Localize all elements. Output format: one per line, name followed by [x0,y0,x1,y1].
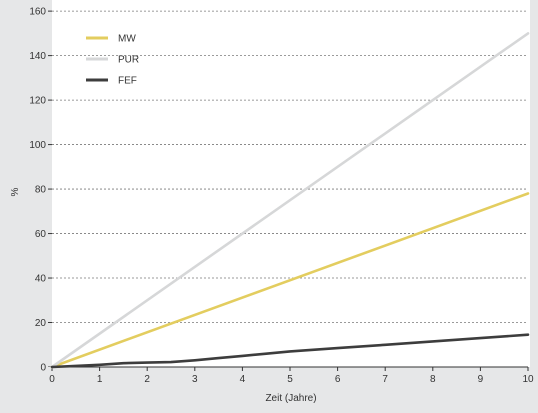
x-tick-label: 3 [192,374,198,385]
series-line-fef [50,333,530,369]
legend-label-fef: FEF [118,76,137,87]
y-tick-label: 20 [35,318,47,329]
x-axis-band [0,367,538,413]
series-lines [50,32,530,369]
x-tick-label: 7 [382,374,388,385]
x-tick-label: 8 [430,374,436,385]
x-tick-label: 5 [287,374,293,385]
x-tick-label: 9 [478,374,484,385]
tick-labels: 0 20 40 60 80 100 120 140 160 0 1 2 3 4 5 6 7 8 9 10 [29,7,534,385]
x-tick-label: 6 [335,374,341,385]
y-axis-title: % [10,187,21,196]
y-tick-label: 140 [29,51,46,62]
legend-label-mw: MW [118,34,136,45]
y-tick-label: 40 [35,274,47,285]
x-tick-label: 0 [49,374,55,385]
y-tick-label: 80 [35,185,47,196]
y-tick-label: 100 [29,140,46,151]
x-tick-label: 2 [144,374,150,385]
legend-label-pur: PUR [118,55,139,66]
x-tick-label: 1 [97,374,103,385]
x-tick-label: 4 [240,374,246,385]
legend: MW PUR FEF [86,34,139,87]
series-line-mw [50,192,530,369]
x-tick-label: 10 [522,374,534,385]
x-axis-title: Zeit (Jahre) [265,393,316,404]
y-tick-label: 120 [29,96,46,107]
y-tick-label: 60 [35,229,47,240]
gridlines [52,10,528,323]
series-line-pur [50,32,530,369]
axes [0,10,538,413]
y-tick-label: 0 [40,363,46,374]
plot-area [52,0,530,367]
y-tick-label: 160 [29,7,46,18]
